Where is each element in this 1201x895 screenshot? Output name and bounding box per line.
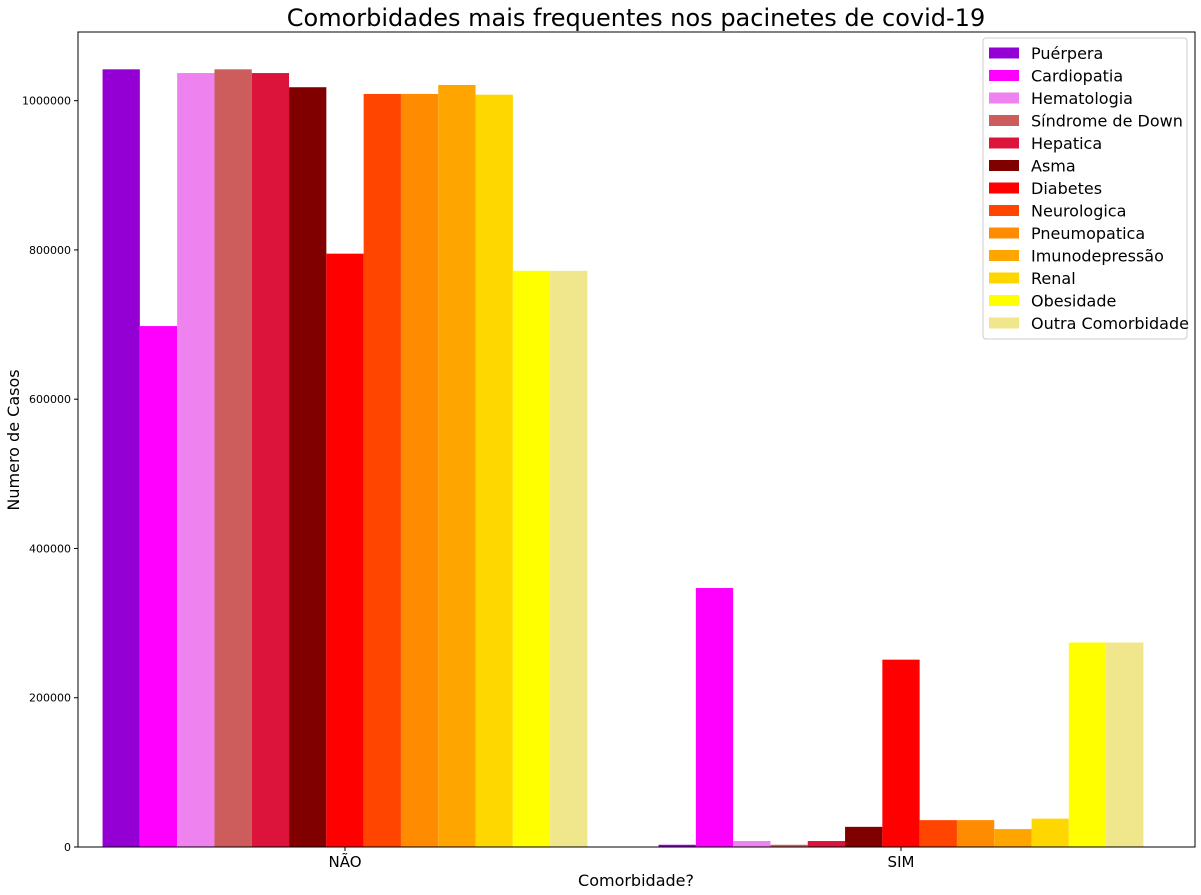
legend-label: Obesidade <box>1031 292 1116 311</box>
legend-swatch <box>989 92 1019 104</box>
legend-label: Renal <box>1031 269 1076 288</box>
legend-label: Asma <box>1031 157 1076 176</box>
bar-6-2 <box>845 826 883 847</box>
legend-swatch <box>989 205 1019 216</box>
bar-1-1 <box>102 69 140 847</box>
bar-6-1 <box>289 87 327 848</box>
legend-label: Puérpera <box>1031 44 1103 63</box>
legend-box <box>982 37 1188 340</box>
axes-layer: 0 200000 400000 600000 800000 1000000 NÃO SIM <box>22 31 1196 871</box>
x-tick-label: NÃO <box>328 852 361 871</box>
y-axis-title: Numero de Casos <box>4 369 23 510</box>
bar-12-1 <box>512 270 551 848</box>
bar-8-2 <box>919 820 957 847</box>
legend-swatch <box>989 227 1019 239</box>
x-tick-label: SIM <box>888 853 915 871</box>
legend-swatch <box>989 137 1019 149</box>
legend-label: Hematologia <box>1031 89 1133 108</box>
legend-label: Outra Comorbidade <box>1031 314 1189 333</box>
legend-label: Cardiopatia <box>1031 67 1123 86</box>
legend: Puérpera Cardiopatia Hematologia Síndrome d… <box>982 37 1189 340</box>
legend-label: Diabetes <box>1031 179 1102 198</box>
plot-frame <box>77 31 1196 848</box>
y-tick-label: 800000 <box>29 244 71 257</box>
bar-2-1 <box>139 326 178 847</box>
bar-9-2 <box>956 820 995 847</box>
legend-swatch <box>989 70 1019 81</box>
bar-10-2 <box>994 829 1032 847</box>
bar-4-1 <box>214 69 252 847</box>
y-tick-label: 400000 <box>29 542 71 555</box>
bar-8-1 <box>363 93 401 847</box>
legend-swatch <box>989 295 1019 306</box>
legend-swatch <box>989 160 1019 171</box>
legend-swatch <box>989 182 1019 194</box>
bar-9-1 <box>400 93 439 847</box>
y-tick-label: 600000 <box>29 393 71 406</box>
legend-label: Imunodepressão <box>1031 247 1164 266</box>
bar-7-1 <box>326 253 364 847</box>
bar-10-1 <box>438 84 476 848</box>
chart-title: Comorbidades mais frequentes nos pacinet… <box>287 4 985 32</box>
bar-3-2 <box>733 841 771 847</box>
bar-3-1 <box>177 73 215 848</box>
legend-label: Pneumopatica <box>1031 224 1145 243</box>
y-tick-label: 1000000 <box>22 95 71 108</box>
legend-swatch <box>989 250 1019 261</box>
bar-5-2 <box>807 841 846 847</box>
legend-label: Síndrome de Down <box>1031 112 1183 131</box>
bar-1-2 <box>658 844 696 847</box>
x-axis-title: Comorbidade? <box>578 871 694 890</box>
bar-11-2 <box>1031 818 1069 847</box>
legend-swatch <box>989 272 1019 284</box>
bar-7-2 <box>882 659 920 847</box>
bar-2-2 <box>695 588 734 847</box>
legend-swatch <box>989 317 1019 329</box>
y-tick-label: 0 <box>64 841 71 854</box>
y-tick-label: 200000 <box>29 692 71 705</box>
legend-swatch <box>989 115 1019 126</box>
legend-label: Hepatica <box>1031 134 1102 153</box>
bar-13-2 <box>1106 642 1144 847</box>
bar-5-1 <box>251 73 290 848</box>
bar-12-2 <box>1068 642 1107 847</box>
legend-swatch <box>989 47 1019 59</box>
legend-label: Neurologica <box>1031 202 1126 221</box>
bar-11-1 <box>475 94 513 847</box>
bar-4-2 <box>770 844 808 847</box>
bar-13-1 <box>550 270 588 848</box>
bars-layer <box>102 69 1144 848</box>
